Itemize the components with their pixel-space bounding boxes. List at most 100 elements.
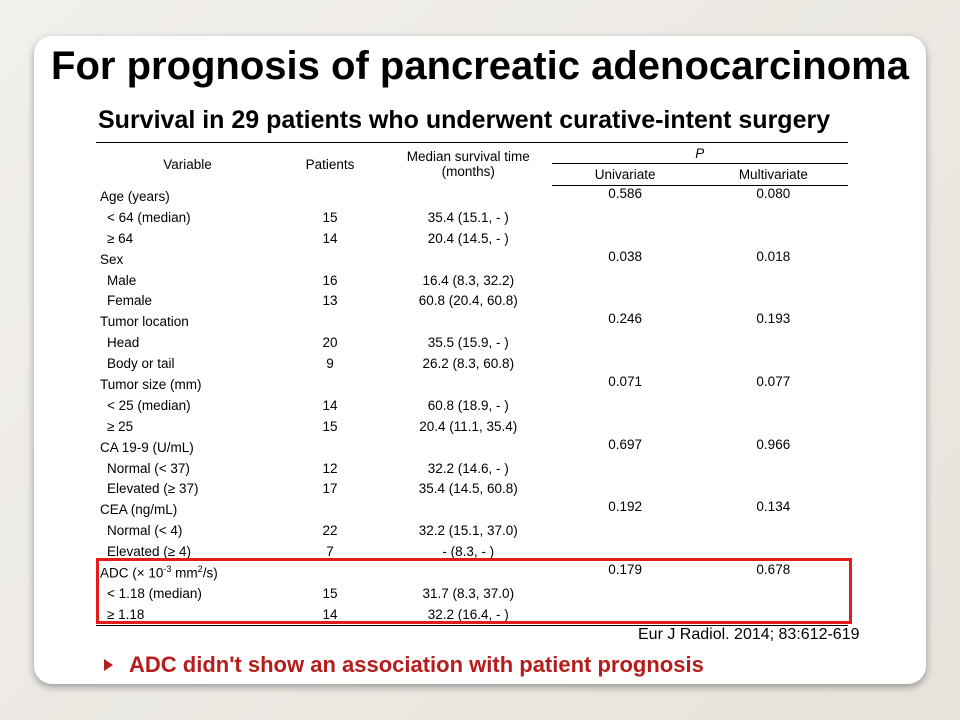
cell-variable: CEA (ng/mL) [100, 502, 178, 518]
table-row: Elevated (≥ 4) 7 - (8.3, - ) [96, 541, 848, 562]
table-row: Normal (< 4) 22 32.2 (15.1, 37.0) [96, 520, 848, 541]
cell-univariate: 0.071 [608, 374, 642, 390]
cell-multivariate: 0.080 [756, 186, 791, 201]
conclusion-text: ADC didn't show an association with pati… [129, 652, 704, 677]
cell-median: 60.8 (18.9, - ) [427, 397, 509, 413]
cell-patients [275, 499, 385, 520]
cell-median: 60.8 (20.4, 60.8) [418, 293, 518, 309]
cell-patients: 20 [322, 335, 338, 351]
cell-multivariate [699, 458, 848, 479]
cell-median: 20.4 (11.1, 35.4) [419, 418, 518, 434]
cell-median: 31.7 (8.3, 37.0) [422, 585, 515, 601]
header-median-line1: Median survival time [406, 149, 530, 165]
cell-univariate [552, 270, 699, 291]
cell-patients [275, 437, 385, 458]
cell-patients: 14 [322, 230, 338, 246]
cell-median: 20.4 (14.5, - ) [427, 230, 509, 246]
cell-median [385, 374, 552, 395]
cell-variable: ≥ 1.18 [96, 603, 276, 626]
header-multivariate: Multivariate [698, 163, 848, 186]
cell-univariate: 0.192 [608, 499, 642, 515]
cell-median [385, 186, 552, 207]
table-row: Male 16 16.4 (8.3, 32.2) [96, 270, 848, 291]
cell-patients: 12 [322, 460, 338, 476]
cell-multivariate: 0.134 [756, 499, 791, 515]
cell-multivariate [699, 228, 848, 249]
cell-median [385, 249, 552, 270]
conclusion-bullet: ADC didn't show an association with pati… [104, 652, 704, 678]
header-median-survival: Median survival time (months) [385, 142, 552, 186]
table-row: Elevated (≥ 37) 17 35.4 (14.5, 60.8) [96, 478, 848, 499]
cell-patients: 16 [322, 272, 338, 288]
cell-univariate [552, 395, 699, 416]
header-median-line2: (months) [441, 164, 495, 180]
cell-univariate [552, 478, 699, 499]
table-row: ≥ 64 14 20.4 (14.5, - ) [96, 228, 848, 249]
adc-prefix: ADC (× 10 [100, 565, 164, 581]
cell-patients: 14 [322, 397, 338, 413]
cell-univariate [552, 228, 699, 249]
cell-variable: CA 19-9 (U/mL) [100, 439, 194, 455]
cell-variable: Tumor size (mm) [100, 376, 202, 392]
cell-median: 35.4 (14.5, 60.8) [418, 481, 518, 497]
cell-median: 35.4 (15.1, - ) [427, 209, 509, 225]
cell-patients: 17 [322, 481, 338, 497]
cell-multivariate [699, 395, 848, 416]
cell-multivariate [699, 207, 848, 228]
cell-variable: < 25 (median) [107, 397, 191, 413]
cell-patients: 14 [275, 603, 386, 626]
cell-univariate: 0.697 [608, 436, 642, 452]
cell-median [385, 499, 552, 520]
cell-patients [275, 186, 385, 207]
cell-variable: Elevated (≥ 4) [107, 544, 191, 560]
cell-patients: 22 [322, 523, 338, 539]
header-variable: Variable [96, 142, 276, 186]
adc-exponent-1: -3 [163, 564, 172, 575]
cell-patients: 15 [322, 585, 338, 601]
cell-multivariate [699, 416, 848, 437]
cell-univariate: 0.586 [608, 186, 642, 201]
adc-highlight-box [96, 558, 852, 624]
cell-multivariate: 0.018 [756, 248, 791, 264]
cell-variable: Normal (< 37) [107, 460, 190, 476]
cell-median: 32.2 (16.4, - ) [385, 603, 552, 626]
citation: Eur J Radiol. 2014; 83:612-619 [638, 626, 860, 643]
table-row: Head 20 35.5 (15.9, - ) [96, 332, 848, 353]
cell-univariate [552, 520, 699, 541]
table-row: CA 19-9 (U/mL) 0.697 0.966 [96, 437, 848, 458]
cell-univariate [552, 353, 699, 374]
table-row: Tumor location 0.246 0.193 [96, 311, 848, 332]
header-p-group: P [551, 142, 848, 164]
arrow-bullet-icon [104, 659, 113, 671]
cell-patients [275, 374, 385, 395]
cell-multivariate: 0.966 [756, 436, 791, 452]
table-row: ≥ 25 15 20.4 (11.1, 35.4) [96, 416, 848, 437]
cell-median: 26.2 (8.3, 60.8) [422, 356, 515, 372]
table-row-adc: ADC (× 10-3 mm2/s) 0.179 0.678 [96, 562, 848, 583]
cell-multivariate [699, 478, 848, 499]
cell-median: 32.2 (15.1, 37.0) [418, 523, 518, 539]
cell-variable: ≥ 64 [107, 230, 134, 246]
cell-multivariate: 0.077 [756, 374, 791, 390]
cell-multivariate [699, 353, 848, 374]
cell-patients [275, 311, 385, 332]
adc-unit: mm [171, 565, 198, 581]
adc-suffix: /s) [202, 565, 218, 581]
cell-variable: Male [107, 272, 137, 288]
table-row: < 64 (median) 15 35.4 (15.1, - ) [96, 207, 848, 228]
header-patients: Patients [275, 142, 386, 186]
cell-multivariate [698, 603, 848, 626]
cell-multivariate [699, 332, 848, 353]
cell-variable: Elevated (≥ 37) [107, 481, 199, 497]
cell-variable: Head [107, 335, 140, 351]
cell-variable: < 64 (median) [107, 209, 191, 225]
cell-patients: 13 [322, 293, 338, 309]
table-row: < 25 (median) 14 60.8 (18.9, - ) [96, 395, 848, 416]
table-row: Age (years) 0.586 0.080 [96, 186, 848, 207]
cell-median: - (8.3, - ) [442, 544, 495, 560]
cell-univariate: 0.246 [608, 311, 642, 327]
header-univariate: Univariate [551, 163, 699, 186]
cell-median [385, 437, 552, 458]
table-row: Body or tail 9 26.2 (8.3, 60.8) [96, 353, 848, 374]
cell-patients: 15 [322, 418, 338, 434]
